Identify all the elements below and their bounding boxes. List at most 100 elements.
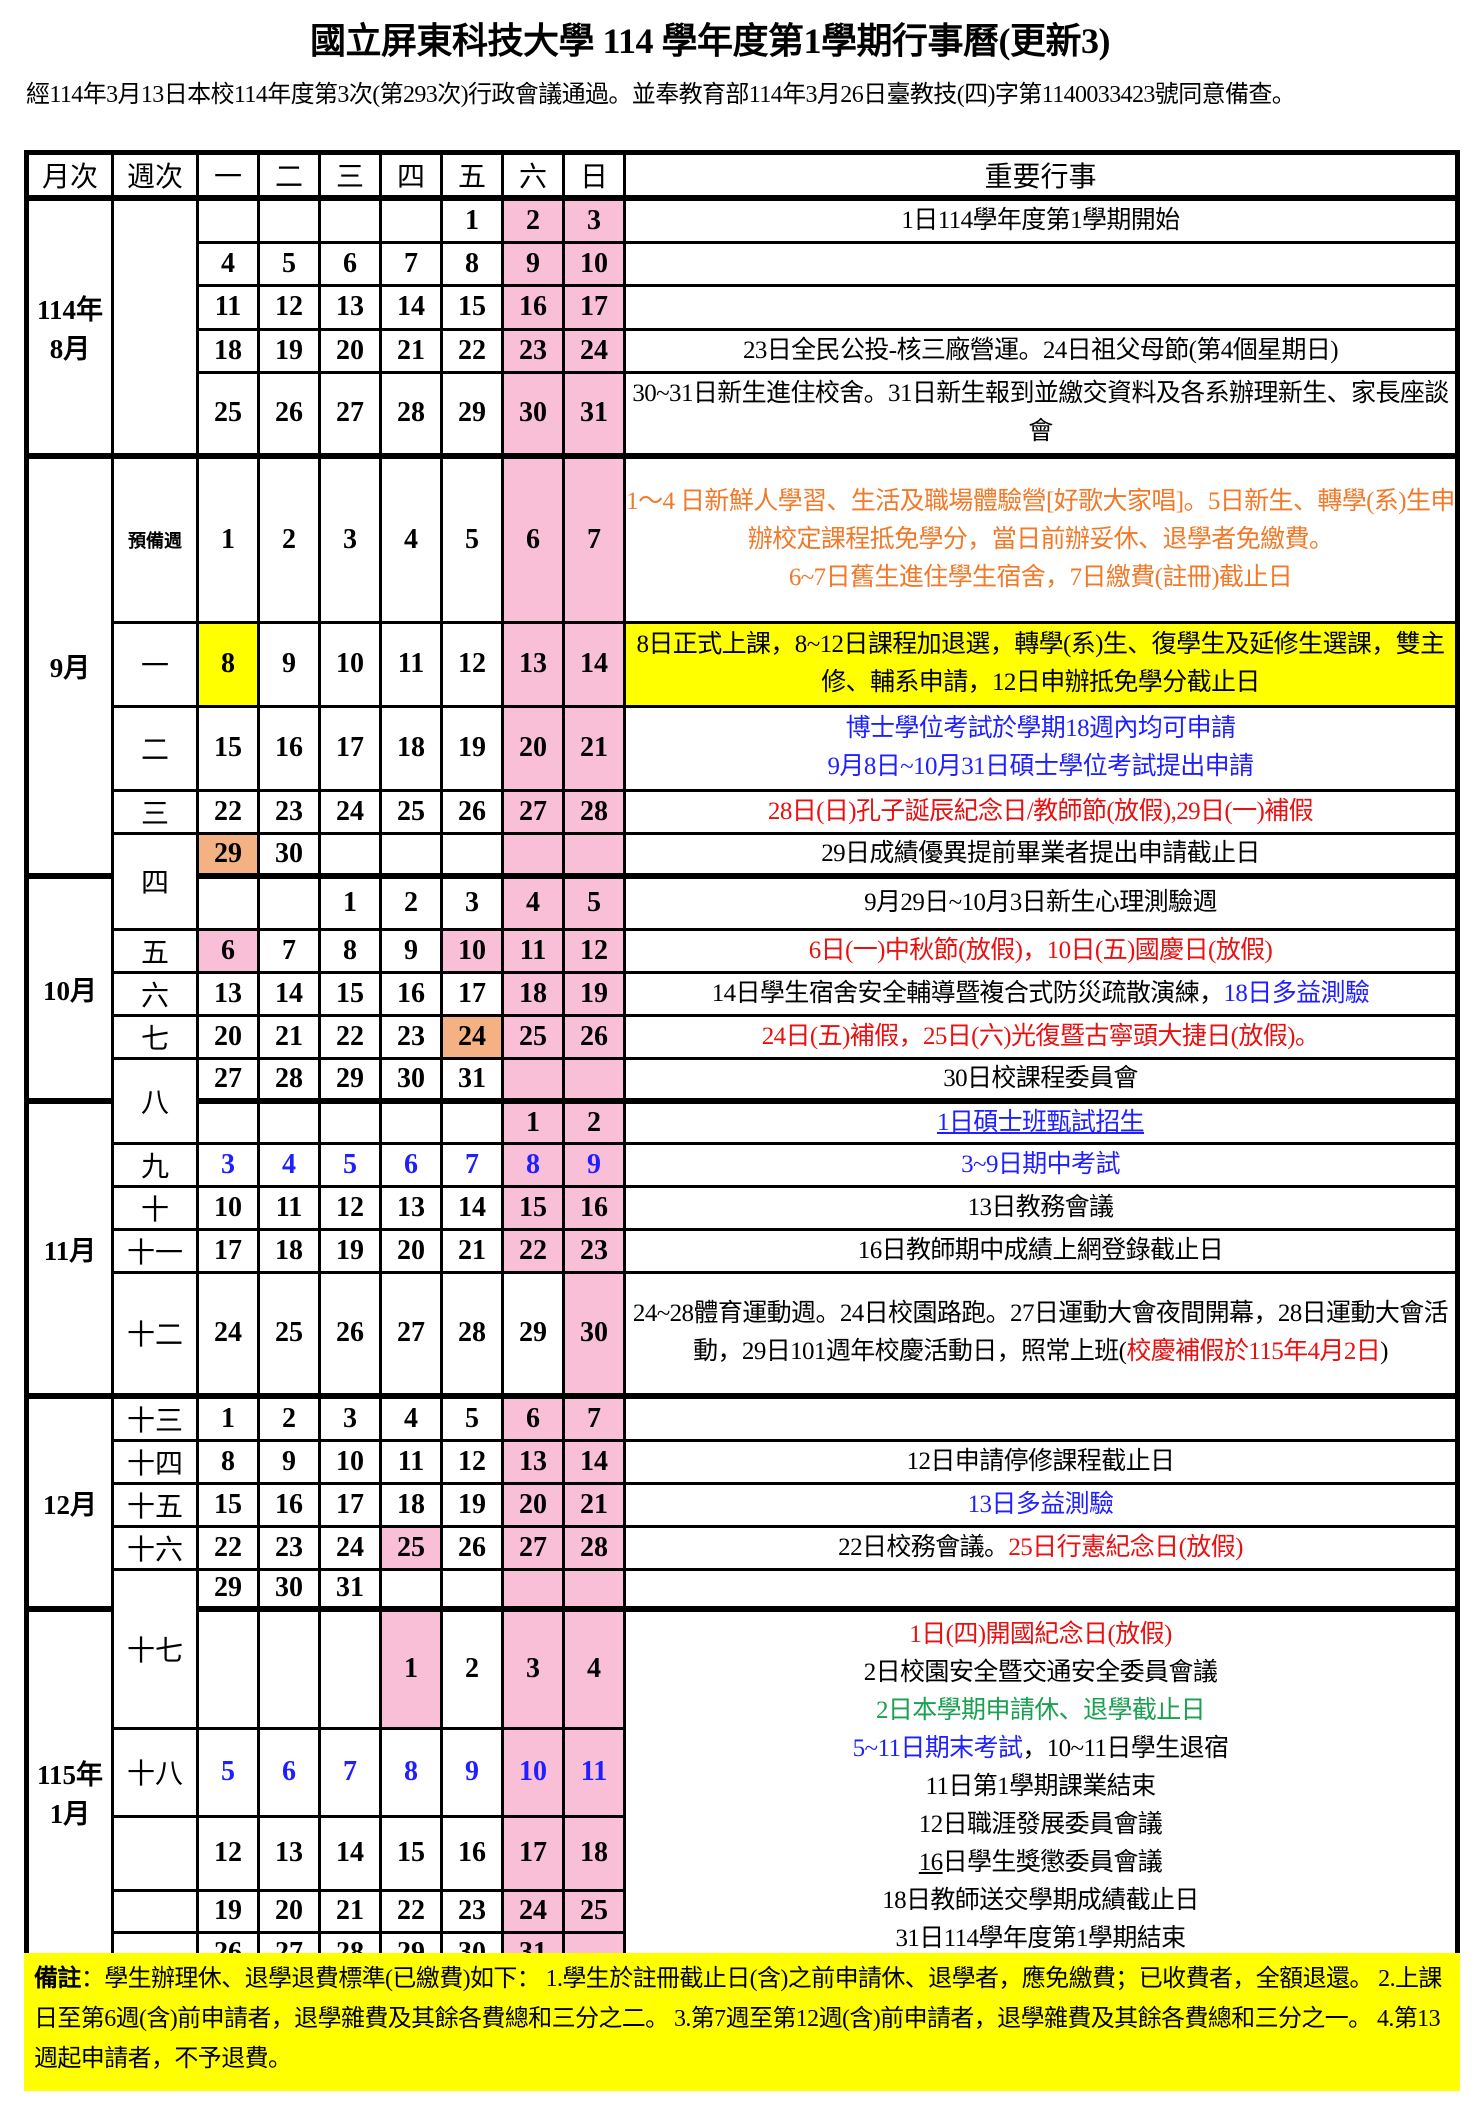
week-row: 二 15 16 17 18 19 20 21 博士學位考試於學期18週內均可申請 9月8日~10月… bbox=[27, 704, 1459, 792]
day-cell: 16 bbox=[379, 971, 443, 1017]
event-line: 1～4 日新鮮人學習、生活及職場體驗營[好歌大家唱]。5日新生、轉學(系)生申辦… bbox=[626, 483, 1455, 559]
week-row: 114年 8月 1 2 3 1日114學年度第1學期開始 bbox=[25, 195, 1459, 458]
day-cell: 13 bbox=[318, 283, 382, 331]
day-cell: 26 bbox=[318, 1271, 382, 1397]
week-row: 十八 5 6 7 8 9 10 11 bbox=[27, 1726, 1458, 1818]
week-number: 十五 bbox=[111, 1481, 199, 1528]
day-cell: 15 bbox=[440, 283, 504, 331]
event-text: 9月8日~10月31日碩士學位考試提出申請 bbox=[827, 753, 1255, 780]
week-number bbox=[111, 1888, 199, 1934]
day-cell bbox=[379, 195, 443, 244]
day-cell: 17 bbox=[501, 1814, 565, 1892]
day-cell: 28 bbox=[562, 1524, 626, 1571]
day-cell: 3 bbox=[501, 1606, 565, 1730]
day-cell: 9 bbox=[440, 1726, 504, 1818]
event-text: 30~31日新生進住校舍。31日新生報到並繳交資料及各系辦理新生、家長座談會 bbox=[632, 380, 1449, 446]
month-label-line: 10月 bbox=[43, 975, 97, 1006]
day-cell: 7 bbox=[562, 1392, 626, 1442]
day-cell: 30 bbox=[257, 831, 321, 877]
day-cell bbox=[562, 831, 626, 877]
event-line: 博士學位考試於學期18週內均可申請 bbox=[628, 710, 1455, 748]
day-cell bbox=[318, 195, 382, 244]
event-line: 16日學生獎懲委員會議 bbox=[628, 1844, 1455, 1882]
week-row: 19 20 21 22 23 24 25 bbox=[27, 1888, 1458, 1934]
month-cell: 12月 bbox=[25, 1392, 114, 1611]
week-number: 預備週 bbox=[111, 453, 199, 624]
day-cell: 17 bbox=[440, 971, 504, 1017]
event-text: 24~28體育運動週。24日校園路跑。27日運動大會夜間開幕，28日運動大會活動… bbox=[632, 1300, 1449, 1366]
day-cell: 28 bbox=[562, 788, 626, 835]
week-row: 五 6 7 8 9 10 11 12 6日(一)中秋節(放假)，10日(五)國慶日(放假) bbox=[27, 928, 1459, 974]
week-row: 9月 預備週 1 2 3 4 5 6 7 1～4 日新鮮人學習、生活及職場體驗營[好歌大家唱]。5… bbox=[25, 453, 1459, 877]
event-line: 16日教師期中成績上網登錄截止日 bbox=[628, 1233, 1455, 1270]
day-cell bbox=[257, 1098, 321, 1145]
day-cell: 19 bbox=[196, 1888, 260, 1934]
day-cell: 13 bbox=[501, 620, 565, 708]
day-cell: 29 bbox=[196, 1567, 260, 1611]
remarks-text: ：學生辦理休、退學退費標準(已繳費)如下： 1.學生於註冊截止日(含)之前申請休… bbox=[34, 1966, 1442, 2072]
day-cell: 18 bbox=[562, 1814, 626, 1892]
event-text: 1～4 日新鮮人學習、生活及職場體驗營[好歌大家唱]。5日新生、轉學(系)生申辦… bbox=[626, 487, 1455, 553]
day-cell: 7 bbox=[379, 240, 443, 287]
event-link[interactable]: 1日碩士班甄試招生 bbox=[936, 1109, 1145, 1136]
day-cell: 8 bbox=[379, 1726, 443, 1818]
week-number bbox=[111, 195, 199, 458]
event-text: 30日校課程委員會 bbox=[943, 1065, 1138, 1092]
events-cell: 24~28體育運動週。24日校園路跑。27日運動大會夜間開幕，28日運動大會活動… bbox=[623, 1271, 1459, 1397]
header-events: 重要行事 bbox=[623, 151, 1459, 201]
event-text: 18日多益測驗 bbox=[1223, 980, 1370, 1007]
event-text: 9月29日~10月3日新生心理測驗週 bbox=[864, 889, 1217, 917]
events-cell: 22日校務會議。25日行憲紀念日(放假) bbox=[623, 1524, 1459, 1571]
day-cell: 28 bbox=[379, 370, 443, 458]
events-cell bbox=[623, 283, 1459, 331]
day-cell: 2 bbox=[501, 195, 565, 244]
day-cell bbox=[318, 831, 382, 877]
day-cell: 4 bbox=[562, 1606, 626, 1730]
event-line: 14日學生宿舍安全輔導暨複合式防災疏散演練，18日多益測驗 bbox=[628, 976, 1455, 1013]
day-cell: 25 bbox=[257, 1271, 321, 1397]
day-cell: 3 bbox=[196, 1142, 260, 1188]
day-cell: 6 bbox=[501, 453, 565, 624]
events-cell: 30~31日新生進住校舍。31日新生報到並繳交資料及各系辦理新生、家長座談會 bbox=[623, 370, 1459, 458]
event-link[interactable]: 16 bbox=[918, 1849, 943, 1876]
event-line: 11日第1學期課業結束 bbox=[628, 1768, 1455, 1806]
day-cell: 26 bbox=[440, 788, 504, 835]
day-cell: 18 bbox=[379, 704, 443, 792]
event-text: 16日教師期中成績上網登錄截止日 bbox=[857, 1237, 1224, 1264]
day-cell: 21 bbox=[257, 1014, 321, 1060]
event-line: 12日申請停修課程截止日 bbox=[628, 1443, 1455, 1480]
day-cell: 14 bbox=[440, 1185, 504, 1231]
week-number: 三 bbox=[111, 788, 199, 835]
day-cell: 18 bbox=[501, 971, 565, 1017]
day-cell: 10 bbox=[318, 620, 382, 708]
day-cell: 14 bbox=[257, 971, 321, 1017]
day-cell: 30 bbox=[501, 370, 565, 458]
day-cell: 20 bbox=[196, 1014, 260, 1060]
day-cell: 14 bbox=[318, 1814, 382, 1892]
month-cell: 9月 bbox=[25, 453, 114, 877]
day-cell: 9 bbox=[562, 1142, 626, 1188]
day-cell: 13 bbox=[257, 1814, 321, 1892]
day-cell: 23 bbox=[562, 1228, 626, 1274]
week-row: 八 27 28 29 30 31 30日校課程委員會 bbox=[27, 1057, 1459, 1145]
event-line: 1日114學年度第1學期開始 bbox=[628, 204, 1455, 239]
day-cell: 17 bbox=[318, 1481, 382, 1528]
day-cell: 2 bbox=[379, 872, 443, 931]
day-cell: 9 bbox=[379, 928, 443, 974]
day-cell: 26 bbox=[257, 370, 321, 458]
event-line: 1日(四)開國紀念日(放假) bbox=[628, 1616, 1455, 1654]
day-cell: 16 bbox=[257, 704, 321, 792]
day-cell: 6 bbox=[379, 1142, 443, 1188]
day-cell: 3 bbox=[562, 195, 626, 244]
week-row: 10月 1 2 3 4 5 9月29日~10月3日新生心理測驗週 bbox=[25, 872, 1459, 1103]
day-cell: 30 bbox=[379, 1057, 443, 1103]
day-cell: 5 bbox=[440, 453, 504, 624]
day-cell: 21 bbox=[318, 1888, 382, 1934]
day-cell: 26 bbox=[440, 1524, 504, 1571]
month-label-line: 1月 bbox=[49, 1798, 91, 1829]
header-sat: 六 bbox=[501, 151, 565, 201]
day-cell: 24 bbox=[196, 1271, 260, 1397]
day-cell: 28 bbox=[257, 1057, 321, 1103]
events-cell: 1～4 日新鮮人學習、生活及職場體驗營[好歌大家唱]。5日新生、轉學(系)生申辦… bbox=[623, 453, 1459, 624]
month-cell: 11月 bbox=[25, 1098, 114, 1397]
